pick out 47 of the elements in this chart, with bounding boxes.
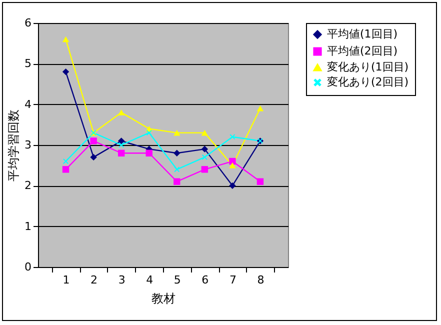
point [230, 134, 236, 140]
point [201, 166, 208, 173]
y-tick-label: 5 [24, 57, 32, 70]
point [62, 36, 70, 42]
point [201, 146, 208, 152]
legend-label: 平均値(2回目) [327, 44, 398, 58]
x-tick-label: 3 [118, 274, 126, 286]
x-tick-label: 8 [257, 274, 264, 286]
point [90, 138, 97, 144]
legend-label: 変化あり(2回目) [327, 76, 409, 88]
y-tick-label: 1 [24, 220, 32, 233]
y-tick-label: 6 [24, 16, 32, 30]
x-tick-label: 7 [229, 274, 236, 286]
y-axis-title: 平均学習回数 [6, 110, 20, 182]
point [118, 138, 125, 144]
y-tick-label: 3 [24, 138, 32, 152]
legend-label: 平均値(1回目) [327, 28, 398, 40]
point [174, 150, 180, 156]
y-tick-label: 0 [24, 260, 32, 274]
x-tick-label: 1 [62, 274, 70, 286]
x-tick-label: 2 [90, 274, 98, 286]
point [62, 166, 70, 173]
point [146, 150, 152, 156]
point [118, 150, 125, 156]
point [256, 105, 264, 112]
point [118, 142, 124, 148]
point [62, 68, 70, 76]
point [229, 158, 236, 165]
point [174, 178, 180, 185]
point [174, 130, 180, 136]
point [256, 178, 264, 185]
point [90, 154, 97, 161]
point [202, 154, 208, 160]
x-tick-label: 5 [174, 274, 181, 286]
point [63, 158, 68, 164]
point [174, 166, 180, 172]
x-tick-label: 6 [202, 274, 209, 286]
y-tick-label: 2 [24, 179, 32, 192]
point [201, 130, 208, 136]
point [146, 130, 152, 136]
y-tick-label: 4 [24, 98, 32, 111]
x-tick-label: 4 [146, 274, 154, 286]
point [118, 110, 125, 116]
point [229, 182, 236, 190]
legend-label: 変化あり(1回目) [327, 60, 409, 74]
point [229, 162, 236, 168]
x-axis-title: 教材 [152, 292, 176, 306]
